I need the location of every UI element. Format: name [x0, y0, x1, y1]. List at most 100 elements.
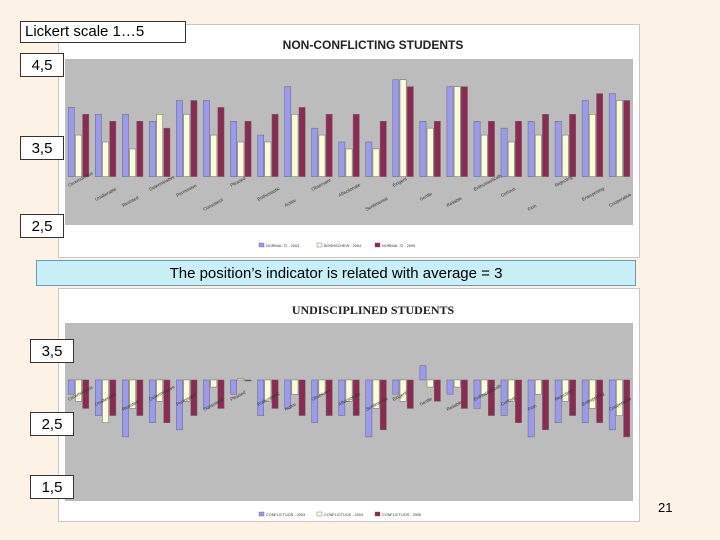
- bar-3-consistent: [217, 107, 225, 177]
- category-label: Active: [284, 197, 298, 207]
- bar-1-permissive: [176, 379, 183, 431]
- chart-panel-top: NON-CONFLICTING STUDENTS Ceremonious Unalt…: [58, 24, 640, 258]
- bar-2-enthusiastic: [264, 141, 272, 177]
- bar-1-enthusiastically: [473, 379, 481, 409]
- y-mark-top-2: 3,5: [20, 136, 64, 160]
- bar-3-gentle: [433, 379, 441, 402]
- bar-2-observant: [318, 379, 326, 395]
- bar-2-unalterable: [102, 379, 109, 423]
- chart-panel-bottom: UNDISCIPLINED STUDENTS Ceremonious Unalter…: [58, 288, 640, 522]
- bar-1-sentimental: [365, 379, 373, 438]
- bar-3-enthusiastic: [271, 379, 279, 409]
- legend: NORMAL 72 - 2003 BORNSCHEIN - 2004 NORMAL …: [258, 242, 415, 248]
- category-label: Active: [284, 401, 298, 411]
- bar-1-consistent: [203, 100, 210, 177]
- bar-3-enterprising: [596, 93, 603, 177]
- bar-2-resisted: [129, 148, 136, 177]
- bar-1-active: [284, 379, 292, 409]
- bar-3-enterprising: [596, 379, 603, 423]
- legend-label-3: NORMAL 72 - 2005: [382, 244, 415, 248]
- bar-3-resisted: [136, 379, 144, 416]
- bar-3-enthusiastically: [488, 121, 495, 177]
- bar-3-active: [298, 107, 306, 177]
- bar-2-pleased: [237, 141, 245, 177]
- legend-swatch-1: [258, 511, 265, 517]
- bar-1-resisted: [122, 114, 129, 177]
- bar-3-curious: [515, 121, 522, 177]
- bar-1-active: [284, 86, 292, 177]
- bar-2-curious: [507, 141, 515, 177]
- bar-1-gentle: [419, 121, 427, 177]
- bar-3-permissive: [190, 379, 198, 416]
- bar-2-enterprising: [589, 379, 596, 409]
- bar-2-enthusiastic: [264, 379, 272, 402]
- bar-3-consistent: [217, 379, 225, 409]
- bar-2-pleased: [237, 378, 245, 381]
- bar-3-enthusiastically: [488, 379, 495, 416]
- legend-swatch-2: [316, 242, 323, 248]
- bar-3-sentimental: [379, 121, 387, 177]
- category-label: Exigent: [392, 176, 409, 188]
- bar-2-exigent: [399, 379, 407, 402]
- bar-1-observant: [311, 127, 319, 177]
- bar-3-pleased: [244, 379, 252, 382]
- legend-label-3: CONFLICTUOS - 2005: [382, 513, 421, 517]
- bar-3-curious: [515, 379, 522, 423]
- bar-2-gentle: [426, 379, 434, 388]
- bar-3-determinative: [163, 379, 171, 423]
- legend-label-2: BORNSCHEIN - 2004: [324, 244, 361, 248]
- bar-1-enterprising: [581, 379, 589, 423]
- bar-3-resisted: [136, 121, 144, 177]
- caption-banner: The position’s indicator is related with…: [36, 260, 636, 286]
- category-label: Exigent: [392, 390, 409, 402]
- y-mark-bottom-1: 3,5: [30, 339, 74, 363]
- bar-2-enterprising: [589, 114, 596, 177]
- bar-2-rejecting: [562, 379, 569, 402]
- bar-3-affectionate: [352, 379, 360, 416]
- bar-3-pleased: [244, 121, 252, 177]
- bar-3-exigent: [406, 86, 414, 177]
- bar-1-ceremonious: [67, 107, 75, 177]
- bar-1-unalterable: [95, 114, 102, 177]
- bar-1-pleased: [230, 121, 237, 177]
- y-mark-top-1: 4,5: [20, 53, 64, 77]
- bar-1-observant: [311, 379, 319, 423]
- bar-1-unalterable: [95, 379, 102, 416]
- y-mark-bottom-3: 1,5: [30, 475, 74, 499]
- bar-2-ceremonious: [75, 379, 82, 402]
- category-label: Firm: [527, 203, 538, 212]
- legend-label-2: CONFLICTUOS - 2004: [324, 513, 363, 517]
- bar-1-cooperative: [608, 379, 616, 431]
- bar-1-rejecting: [554, 121, 562, 177]
- category-label: Firm: [527, 403, 538, 412]
- y-mark-top-3: 2,5: [20, 214, 64, 238]
- bar-1-rejecting: [554, 379, 562, 423]
- bar-3-reliable: [461, 86, 468, 177]
- bar-3-cooperative: [623, 100, 631, 177]
- bar-2-cooperative: [616, 100, 623, 177]
- bar-3-exigent: [406, 379, 414, 409]
- y-mark-bottom-2: 2,5: [30, 412, 74, 436]
- bar-1-cooperative: [608, 93, 616, 177]
- bar-3-ceremonious: [82, 114, 90, 177]
- bar-1-exigent: [392, 379, 400, 395]
- bar-2-reliable: [453, 379, 461, 388]
- bar-2-reliable: [453, 86, 461, 177]
- bar-2-permissive: [183, 114, 191, 177]
- bar-1-enthusiastic: [257, 379, 265, 416]
- bar-1-firm: [527, 121, 535, 177]
- bar-2-permissive: [183, 379, 191, 402]
- bar-3-observant: [325, 114, 333, 177]
- bar-1-determinative: [149, 121, 156, 177]
- bar-2-sentimental: [372, 379, 380, 409]
- legend-swatch-3: [374, 511, 381, 517]
- bar-2-firm: [534, 379, 542, 395]
- bar-1-firm: [527, 379, 535, 438]
- bar-3-gentle: [433, 121, 441, 177]
- bar-1-reliable: [446, 86, 454, 177]
- bar-1-enthusiastic: [257, 134, 265, 177]
- legend-swatch-3: [374, 242, 381, 248]
- bar-1-resisted: [122, 379, 129, 438]
- chart-title: UNDISCIPLINED STUDENTS: [292, 303, 455, 317]
- bar-3-reliable: [461, 379, 468, 409]
